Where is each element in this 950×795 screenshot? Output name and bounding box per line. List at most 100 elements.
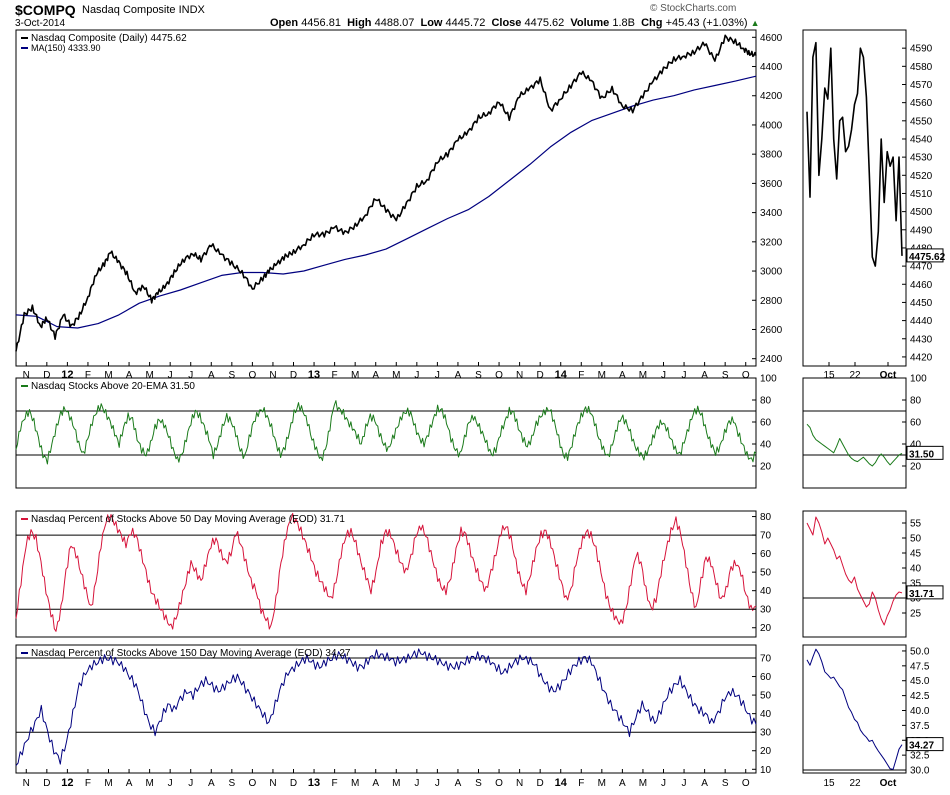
indicator-zoom-last-value-2-box <box>906 585 944 600</box>
bottom-x-tick-label: N <box>23 778 30 789</box>
indicator-zoom-y-1-tick-label: 60 <box>910 418 922 429</box>
volume-label: Volume <box>570 17 610 29</box>
indicator-title-2: Nasdaq Percent of Stocks Above 50 Day Mo… <box>31 514 345 525</box>
bottom-x-tick-label: M <box>392 778 400 789</box>
open-value: 4456.81 <box>301 17 341 29</box>
indicator-y-1-tick-label: 100 <box>760 374 777 385</box>
indicator-zoom-last-value-2: 31.71 <box>909 589 934 600</box>
price-y-tick-label: 2600 <box>760 325 783 336</box>
price-zoom-y-tick-label: 4580 <box>910 62 933 73</box>
chart-symbol: $COMPQ <box>15 2 76 18</box>
price-zoom-last-value-box <box>906 248 944 263</box>
indicator-title-1: Nasdaq Stocks Above 20-EMA 31.50 <box>31 381 195 392</box>
high-label: High <box>347 17 372 29</box>
x-tick-label: S <box>722 370 729 381</box>
x-tick-label: F <box>85 370 91 381</box>
indicator-zoom-last-value-3: 34.27 <box>909 741 934 752</box>
indicator-zoom-last-value-1-box <box>906 445 944 460</box>
indicator-zoom-line-1 <box>806 423 903 467</box>
indicator-panel-frame-1 <box>15 377 757 489</box>
x-tick-label: D <box>43 370 50 381</box>
x-tick-label: 12 <box>61 369 73 381</box>
indicator-zoom-last-value-3-box <box>906 737 944 752</box>
indicator-zoom-y-1-tick-label: 80 <box>910 396 922 407</box>
price-zoom-y-tick-label: 4500 <box>910 207 933 218</box>
chg-value: +45.43 (+1.03%) <box>665 17 748 29</box>
indicator-y-3-tick-label: 20 <box>760 746 772 757</box>
x-tick-label: A <box>455 370 462 381</box>
x-tick-label: M <box>598 370 606 381</box>
x-tick-label: N <box>269 370 276 381</box>
bottom-x-tick-label: M <box>145 778 153 789</box>
x-tick-label: M <box>104 370 112 381</box>
bottom-x-tick-label: J <box>661 778 666 789</box>
indicator-zoom-y-3-tick-label: 50.0 <box>910 646 930 657</box>
price-zoom-y-tick-label: 4520 <box>910 171 933 182</box>
indicator-y-2-tick-label: 80 <box>760 512 772 523</box>
price-zoom-y-tick-label: 4490 <box>910 225 933 236</box>
bottom-x-tick-label: S <box>475 778 482 789</box>
indicator-zoom-y-3-tick-label: 45.0 <box>910 676 930 687</box>
price-y-tick-label: 4400 <box>760 62 783 73</box>
price-y-tick-label: 3800 <box>760 150 783 161</box>
x-tick-label: N <box>516 370 523 381</box>
x-tick-label: M <box>145 370 153 381</box>
zoom-x-tick-label: 22 <box>849 370 861 381</box>
bottom-x-tick-label: A <box>372 778 379 789</box>
indicator-panel-frame-3 <box>15 644 757 774</box>
x-tick-label: J <box>682 370 687 381</box>
indicator-zoom-y-3-tick-label: 47.5 <box>910 661 930 672</box>
price-zoom-y-tick-label: 4420 <box>910 352 933 363</box>
indicator-y-1-tick-label: 20 <box>760 462 772 473</box>
indicator-line-2 <box>15 512 757 632</box>
price-y-tick-label: 3600 <box>760 179 783 190</box>
x-tick-label: S <box>475 370 482 381</box>
price-y-tick-label: 3000 <box>760 267 783 278</box>
x-tick-label: A <box>619 370 626 381</box>
bottom-x-tick-label: F <box>578 778 584 789</box>
bottom-x-tick-label: A <box>701 778 708 789</box>
zoom-x-tick-label: Oct <box>880 370 897 381</box>
indicator-y-2-tick-label: 30 <box>760 605 772 616</box>
price-y-tick-label: 4600 <box>760 33 783 44</box>
price-zoom-y-tick-label: 4590 <box>910 44 933 55</box>
indicator-panel-frame-2 <box>15 510 757 638</box>
price-zoom-y-tick-label: 4550 <box>910 116 933 127</box>
indicator-y-3-tick-label: 30 <box>760 728 772 739</box>
low-value: 4445.72 <box>445 17 486 29</box>
indicator-zoom-line-2 <box>806 516 903 626</box>
indicator-zoom-y-2-tick-label: 25 <box>910 609 922 620</box>
low-label: Low <box>420 17 443 29</box>
x-tick-label: O <box>742 370 750 381</box>
up-arrow-icon: ▲ <box>750 18 760 28</box>
bottom-x-tick-label: J <box>414 778 419 789</box>
ohlc-summary: Open 4456.81 High 4488.07 Low 4445.72 Cl… <box>270 17 760 29</box>
x-tick-label: F <box>578 370 584 381</box>
indicator-zoom-y-2-tick-label: 55 <box>910 519 922 530</box>
chart-date: 3-Oct-2014 <box>15 18 66 29</box>
x-tick-label: F <box>332 370 338 381</box>
stockcharts-watermark: © StockCharts.com <box>650 3 737 14</box>
indicator-zoom-frame-1 <box>802 377 907 489</box>
bottom-x-tick-label: A <box>208 778 215 789</box>
bottom-x-tick-label: A <box>619 778 626 789</box>
indicator-zoom-y-3-tick-label: 37.5 <box>910 721 930 732</box>
indicator-zoom-frame-3 <box>802 644 907 774</box>
indicator-zoom-y-2-tick-label: 45 <box>910 549 922 560</box>
price-y-tick-label: 2800 <box>760 296 783 307</box>
bottom-x-tick-label: M <box>598 778 606 789</box>
x-tick-label: J <box>188 370 193 381</box>
price-zoom-y-tick-label: 4470 <box>910 262 933 273</box>
indicator-y-3-tick-label: 60 <box>760 672 772 683</box>
bottom-x-tick-label: S <box>722 778 729 789</box>
price-zoom-y-tick-label: 4440 <box>910 316 933 327</box>
x-tick-label: 14 <box>555 369 568 381</box>
indicator-zoom-line-3 <box>806 648 903 770</box>
indicator-y-1-tick-label: 80 <box>760 396 772 407</box>
indicator-y-3-tick-label: 50 <box>760 691 772 702</box>
price-zoom-y-tick-label: 4540 <box>910 134 933 145</box>
price-zoom-line <box>806 41 903 267</box>
x-tick-label: A <box>701 370 708 381</box>
x-tick-label: A <box>126 370 133 381</box>
price-y-tick-label: 2400 <box>760 354 783 365</box>
